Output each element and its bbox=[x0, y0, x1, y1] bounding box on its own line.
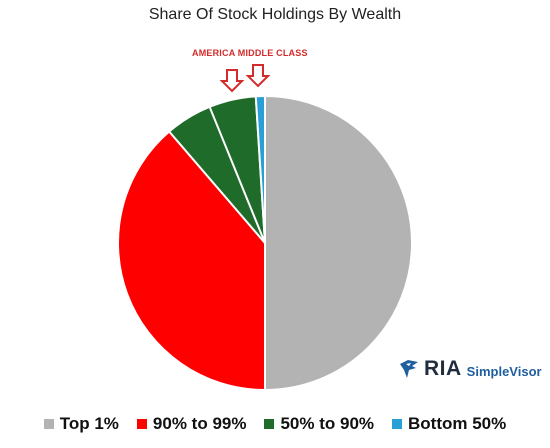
legend-item-50-to-90: 50% to 90% bbox=[264, 414, 374, 434]
legend-label: Bottom 50% bbox=[408, 414, 507, 433]
logo-ria-text: RIA bbox=[424, 357, 462, 380]
pie-slice-top-1- bbox=[264, 94, 413, 392]
legend-item-top-1: Top 1% bbox=[43, 414, 119, 434]
legend-swatch bbox=[43, 419, 54, 429]
pie-slice-50-to-90- bbox=[167, 95, 267, 246]
legend-item-bottom-50: Bottom 50% bbox=[392, 414, 506, 434]
legend-label: Top 1% bbox=[59, 414, 119, 433]
pie-slices bbox=[117, 94, 413, 392]
down-arrow-icon bbox=[219, 69, 245, 93]
logo-simplevisor-text: SimpleVisor bbox=[466, 363, 542, 379]
pie-slice-bottom-50- bbox=[254, 94, 266, 244]
eagle-icon bbox=[400, 360, 418, 378]
pie-slice-90-to-99- bbox=[117, 130, 266, 392]
down-arrow-icon bbox=[245, 64, 271, 88]
middle-class-arrows bbox=[219, 64, 271, 93]
legend-swatch bbox=[392, 419, 403, 429]
legend-label: 90% to 99% bbox=[152, 414, 247, 433]
middle-class-annotation: AMERICA MIDDLE CLASS bbox=[192, 48, 308, 58]
chart-title: Share Of Stock Holdings By Wealth bbox=[148, 6, 402, 23]
ria-simplevisor-logo: RIA SimpleVisor bbox=[398, 357, 542, 381]
legend-label: 50% to 90% bbox=[280, 414, 375, 433]
legend: Top 1% 90% to 99% 50% to 90% Bottom 50% bbox=[0, 414, 550, 434]
legend-item-90-to-99: 90% to 99% bbox=[136, 414, 247, 434]
middle-class-divider bbox=[208, 106, 266, 244]
legend-swatch bbox=[264, 419, 275, 429]
legend-swatch bbox=[136, 419, 147, 429]
